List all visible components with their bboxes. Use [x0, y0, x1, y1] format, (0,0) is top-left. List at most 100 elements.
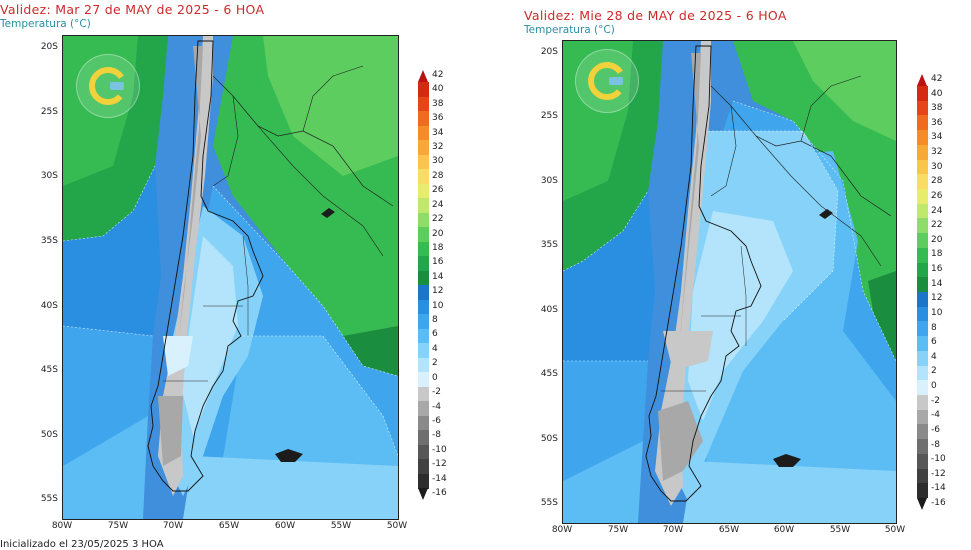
colorbar-segment — [917, 144, 928, 161]
temperature-map — [562, 40, 897, 524]
colorbar-label: 18 — [432, 242, 444, 253]
colorbar-label: 16 — [931, 264, 943, 275]
lat-tick: 25S — [40, 107, 58, 117]
colorbar-segment — [917, 233, 928, 249]
colorbar-label: 6 — [432, 329, 438, 340]
colorbar-segment — [917, 468, 928, 484]
lon-tick: 75W — [107, 521, 129, 531]
colorbar-label: 38 — [931, 103, 943, 114]
colorbar-segment — [917, 130, 928, 146]
forecast-panel-1: Validez: Mar 27 de MAY de 2025 - 6 HOA T… — [0, 0, 470, 550]
lon-tick: 50W — [884, 525, 906, 535]
colorbar-segment — [917, 218, 928, 234]
lat-tick: 40S — [540, 305, 558, 315]
colorbar-segment — [917, 439, 928, 455]
colorbar-label: -8 — [931, 439, 940, 450]
colorbar-label: 8 — [432, 315, 438, 326]
lat-tick: 50S — [540, 434, 558, 444]
colorbar-segment — [917, 115, 928, 131]
colorbar-label: 4 — [432, 343, 438, 354]
lon-tick: 70W — [662, 525, 684, 535]
colorbar-label: -6 — [432, 415, 441, 426]
colorbar-segment — [917, 409, 928, 425]
colorbar-label: 42 — [432, 70, 444, 80]
lon-tick: 55W — [330, 521, 352, 531]
lat-tick: 20S — [40, 42, 58, 52]
colorbar-segment — [418, 459, 429, 474]
colorbar-label: 30 — [931, 161, 943, 172]
lat-tick: 50S — [40, 430, 58, 440]
colorbar-segment — [418, 343, 429, 358]
colorbar-label: 0 — [432, 372, 438, 383]
colorbar-label: -16 — [432, 488, 447, 498]
colorbar-segment — [418, 140, 429, 155]
lon-tick: 60W — [274, 521, 296, 531]
smn-logo-icon — [76, 54, 140, 118]
colorbar-label: 34 — [432, 127, 444, 138]
colorbar-label: 22 — [432, 214, 444, 225]
colorbar-min-arrow — [418, 488, 428, 500]
colorbar-label: 36 — [931, 117, 943, 128]
colorbar-label: 16 — [432, 257, 444, 268]
colorbar-label: -8 — [432, 430, 441, 441]
lon-tick: 75W — [607, 525, 629, 535]
colorbar-segment — [418, 169, 429, 184]
colorbar-label: 6 — [931, 337, 937, 348]
panel-title: Validez: Mar 27 de MAY de 2025 - 6 HOA — [0, 2, 265, 17]
lon-tick: 80W — [551, 525, 573, 535]
colorbar-label: 22 — [931, 220, 943, 231]
colorbar-segment — [418, 473, 429, 489]
panel-title: Validez: Mie 28 de MAY de 2025 - 6 HOA — [524, 8, 787, 23]
colorbar-label: 28 — [432, 170, 444, 181]
lat-tick: 45S — [40, 365, 58, 375]
colorbar-label: 12 — [432, 286, 444, 297]
colorbar-segment — [418, 227, 429, 242]
colorbar-label: -16 — [931, 498, 946, 508]
colorbar-segment — [917, 100, 928, 116]
colorbar-label: 32 — [931, 147, 943, 158]
colorbar-label: 26 — [432, 185, 444, 196]
colorbar-segment — [917, 424, 928, 440]
colorbar-label: -4 — [931, 410, 940, 421]
colorbar-segment — [418, 241, 429, 257]
colorbar-label: 14 — [931, 278, 943, 289]
lat-tick: 45S — [540, 369, 558, 379]
colorbar-label: 26 — [931, 190, 943, 201]
lat-tick: 25S — [540, 111, 558, 121]
lon-tick: 65W — [218, 521, 240, 531]
colorbar-segment — [917, 262, 928, 278]
colorbar-label: 36 — [432, 113, 444, 124]
colorbar-label: -12 — [432, 459, 447, 470]
lat-tick: 40S — [40, 301, 58, 311]
colorbar-label: 32 — [432, 142, 444, 153]
panel-subtitle: Temperatura (°C) — [0, 18, 91, 30]
colorbar-label: 40 — [432, 84, 444, 95]
lon-tick: 65W — [718, 525, 740, 535]
colorbar-label: 20 — [931, 234, 943, 245]
colorbar-label: -2 — [931, 395, 940, 406]
colorbar-label: 12 — [931, 293, 943, 304]
colorbar-label: 28 — [931, 176, 943, 187]
colorbar-segment — [418, 111, 429, 126]
colorbar-label: 4 — [931, 351, 937, 362]
lon-tick: 60W — [773, 525, 795, 535]
colorbar-segment — [418, 285, 429, 300]
init-time-footer: Inicializado el 23/05/2025 3 HOA — [0, 539, 164, 550]
colorbar-label: 2 — [931, 366, 937, 377]
colorbar-segment — [418, 401, 429, 416]
colorbar-segment — [418, 183, 429, 199]
colorbar-segment — [418, 415, 429, 431]
panel-subtitle: Temperatura (°C) — [524, 24, 615, 36]
colorbar-segment — [418, 198, 429, 213]
colorbar-max-arrow — [418, 70, 428, 82]
colorbar-segment — [418, 125, 429, 141]
colorbar-segment — [917, 336, 928, 352]
colorbar-segment — [418, 270, 429, 286]
colorbar-segment — [917, 483, 928, 499]
colorbar-segment — [917, 174, 928, 190]
colorbar-label: -6 — [931, 424, 940, 435]
colorbar-segment — [917, 321, 928, 337]
colorbar-segment — [917, 277, 928, 293]
lat-tick: 30S — [540, 176, 558, 186]
temperature-map — [62, 35, 399, 520]
